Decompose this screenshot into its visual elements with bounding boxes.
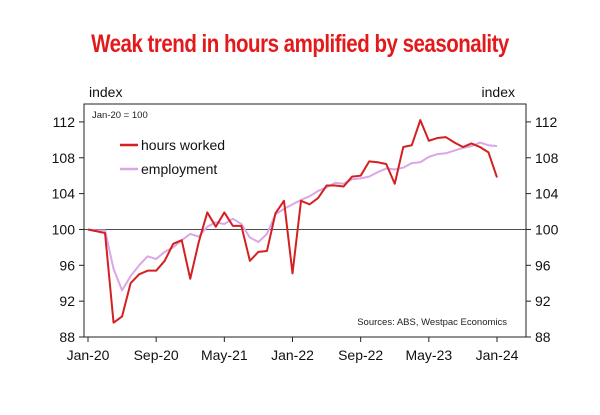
right-y-tick-label: 88 xyxy=(535,329,551,345)
right-y-tick-label: 92 xyxy=(535,293,551,309)
x-tick-label: Sep-20 xyxy=(134,347,179,363)
x-tick-label: May-21 xyxy=(201,347,248,363)
x-tick-label: Jan-22 xyxy=(271,347,314,363)
right-y-tick-label: 96 xyxy=(535,257,551,273)
left-y-tick-label: 96 xyxy=(59,257,75,273)
right-y-tick-label: 112 xyxy=(535,114,558,130)
legend-label-employment: employment xyxy=(141,161,217,177)
x-tick-label: May-23 xyxy=(405,347,452,363)
chart-title: Weak trend in hours amplified by seasona… xyxy=(91,30,509,58)
right-axis-unit: index xyxy=(482,84,515,100)
left-y-tick-label: 92 xyxy=(59,293,75,309)
right-y-tick-label: 100 xyxy=(535,221,559,237)
left-y-tick-label: 112 xyxy=(53,114,76,130)
left-y-tick-label: 104 xyxy=(52,186,76,202)
source-note: Sources: ABS, Westpac Economics xyxy=(357,317,507,328)
x-tick-label: Jan-24 xyxy=(476,347,519,363)
right-y-tick-label: 108 xyxy=(535,150,559,166)
left-y-tick-label: 108 xyxy=(52,150,76,166)
series-line-employment xyxy=(87,141,498,292)
base-note: Jan-20 = 100 xyxy=(92,110,148,121)
plot-frame xyxy=(83,103,527,338)
right-y-tick-label: 104 xyxy=(535,186,559,202)
series-line-hours-worked xyxy=(87,119,498,324)
x-tick-label: Jan-20 xyxy=(67,347,110,363)
legend-label-hours-worked: hours worked xyxy=(141,137,225,153)
left-y-tick-label: 100 xyxy=(52,221,76,237)
left-axis-unit: index xyxy=(89,84,122,100)
left-y-tick-label: 88 xyxy=(59,329,75,345)
x-tick-label: Sep-22 xyxy=(338,347,383,363)
